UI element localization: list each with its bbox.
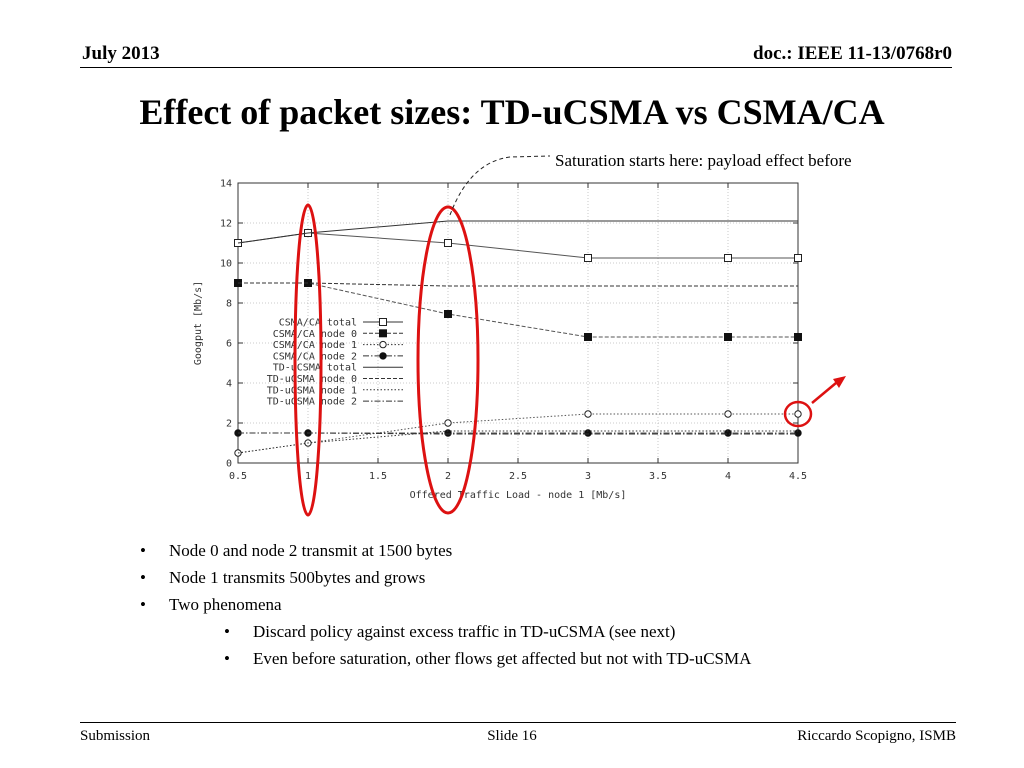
x-tick-label: 3 [585,471,591,482]
bullet-glyph: • [224,622,230,641]
y-tick-label: 0 [226,459,232,470]
x-tick-label: 3.5 [649,471,667,482]
y-tick-label: 10 [220,259,232,270]
series-line [237,232,798,259]
data-point [584,429,592,437]
bullet-glyph: • [140,595,146,614]
bullet-item: • Two phenomena [140,595,282,614]
x-tick-label: 1 [305,471,311,482]
y-tick-label: 4 [226,379,232,390]
data-point [379,352,387,360]
data-point [444,310,452,318]
data-point [794,410,802,418]
y-tick-label: 12 [220,219,232,230]
data-point [794,429,802,437]
series-line [237,430,798,454]
x-tick-label: 4 [725,471,731,482]
series-td-ucsma-node-0 [238,282,798,287]
data-point [444,239,452,247]
series-td-ucsma-node-1 [237,430,798,454]
legend-label: CSMA/CA node 2 [273,351,357,362]
data-point [724,410,732,418]
bullet-glyph: • [140,568,146,587]
series-csma-ca-node-1 [234,410,802,457]
legend-label: CSMA/CA node 0 [273,329,357,340]
legend-label: TD-uCSMA node 2 [267,397,357,408]
data-point [794,333,802,341]
bullet-glyph: • [224,649,230,668]
data-point [444,419,452,427]
y-axis-label: Googput [Mb/s] [193,281,204,365]
header-divider [80,67,952,68]
bullet-item: • Node 1 transmits 500bytes and grows [140,568,426,587]
footer-divider [80,722,956,723]
y-tick-label: 14 [220,179,232,190]
highlight-ellipse [416,205,480,515]
data-point [584,410,592,418]
legend-label: TD-uCSMA total [273,363,357,374]
annotation-callout [449,155,551,216]
data-point [584,254,592,262]
saturation-annotation: Saturation starts here: payload effect b… [555,151,852,170]
series-td-ucsma-total [237,220,798,244]
bullet-glyph: • [140,541,146,560]
chart-highlights [293,155,846,517]
data-point [584,333,592,341]
series-line [237,220,798,244]
series-line [237,413,798,454]
data-point [379,318,387,326]
data-point [724,333,732,341]
data-point [379,340,387,349]
data-point [724,429,732,437]
highlight-arrow [811,382,837,404]
legend-label: TD-uCSMA node 0 [267,374,357,385]
y-tick-label: 6 [226,339,232,350]
x-tick-label: 0.5 [229,471,247,482]
slide-title: Effect of packet sizes: TD-uCSMA vs CSMA… [139,92,885,132]
chart-axes: 0.5 1 1.5 2 2.5 3 3.5 4 4.5 0 2 4 6 8 10 12 14 Offered Tr… [193,179,807,502]
legend-label: TD-uCSMA node 1 [267,385,357,396]
y-tick-label: 2 [226,419,232,430]
data-point [379,329,387,338]
sub-bullet-item: • Discard policy against excess traffic i… [224,622,676,641]
footer-author: Riccardo Scopigno, ISMB [797,728,956,744]
series-line [238,282,798,338]
data-point [724,254,732,262]
x-tick-label: 4.5 [789,471,807,482]
legend-label: CSMA/CA total [279,318,357,329]
series-line [238,282,798,287]
footer-submission: Submission [80,728,151,744]
x-tick-label: 2 [445,471,451,482]
data-point [444,429,452,437]
header-doc-id: doc.: IEEE 11-13/0768r0 [753,43,952,64]
x-tick-label: 1.5 [369,471,387,482]
y-tick-label: 8 [226,299,232,310]
footer-slide-number: Slide 16 [487,728,537,744]
header-date: July 2013 [82,43,160,64]
bullet-item: • Node 0 and node 2 transmit at 1500 byte… [140,541,453,560]
highlight-circle [783,400,813,428]
x-tick-label: 2.5 [509,471,527,482]
arrow-head [833,376,846,388]
x-axis-label: Offered Traffic Load - node 1 [Mb/s] [410,490,627,501]
sub-bullet-item: • Even before saturation, other flows get… [224,649,752,668]
data-point [794,254,802,262]
legend-label: CSMA/CA node 1 [273,340,357,351]
highlight-ellipse [293,203,323,517]
